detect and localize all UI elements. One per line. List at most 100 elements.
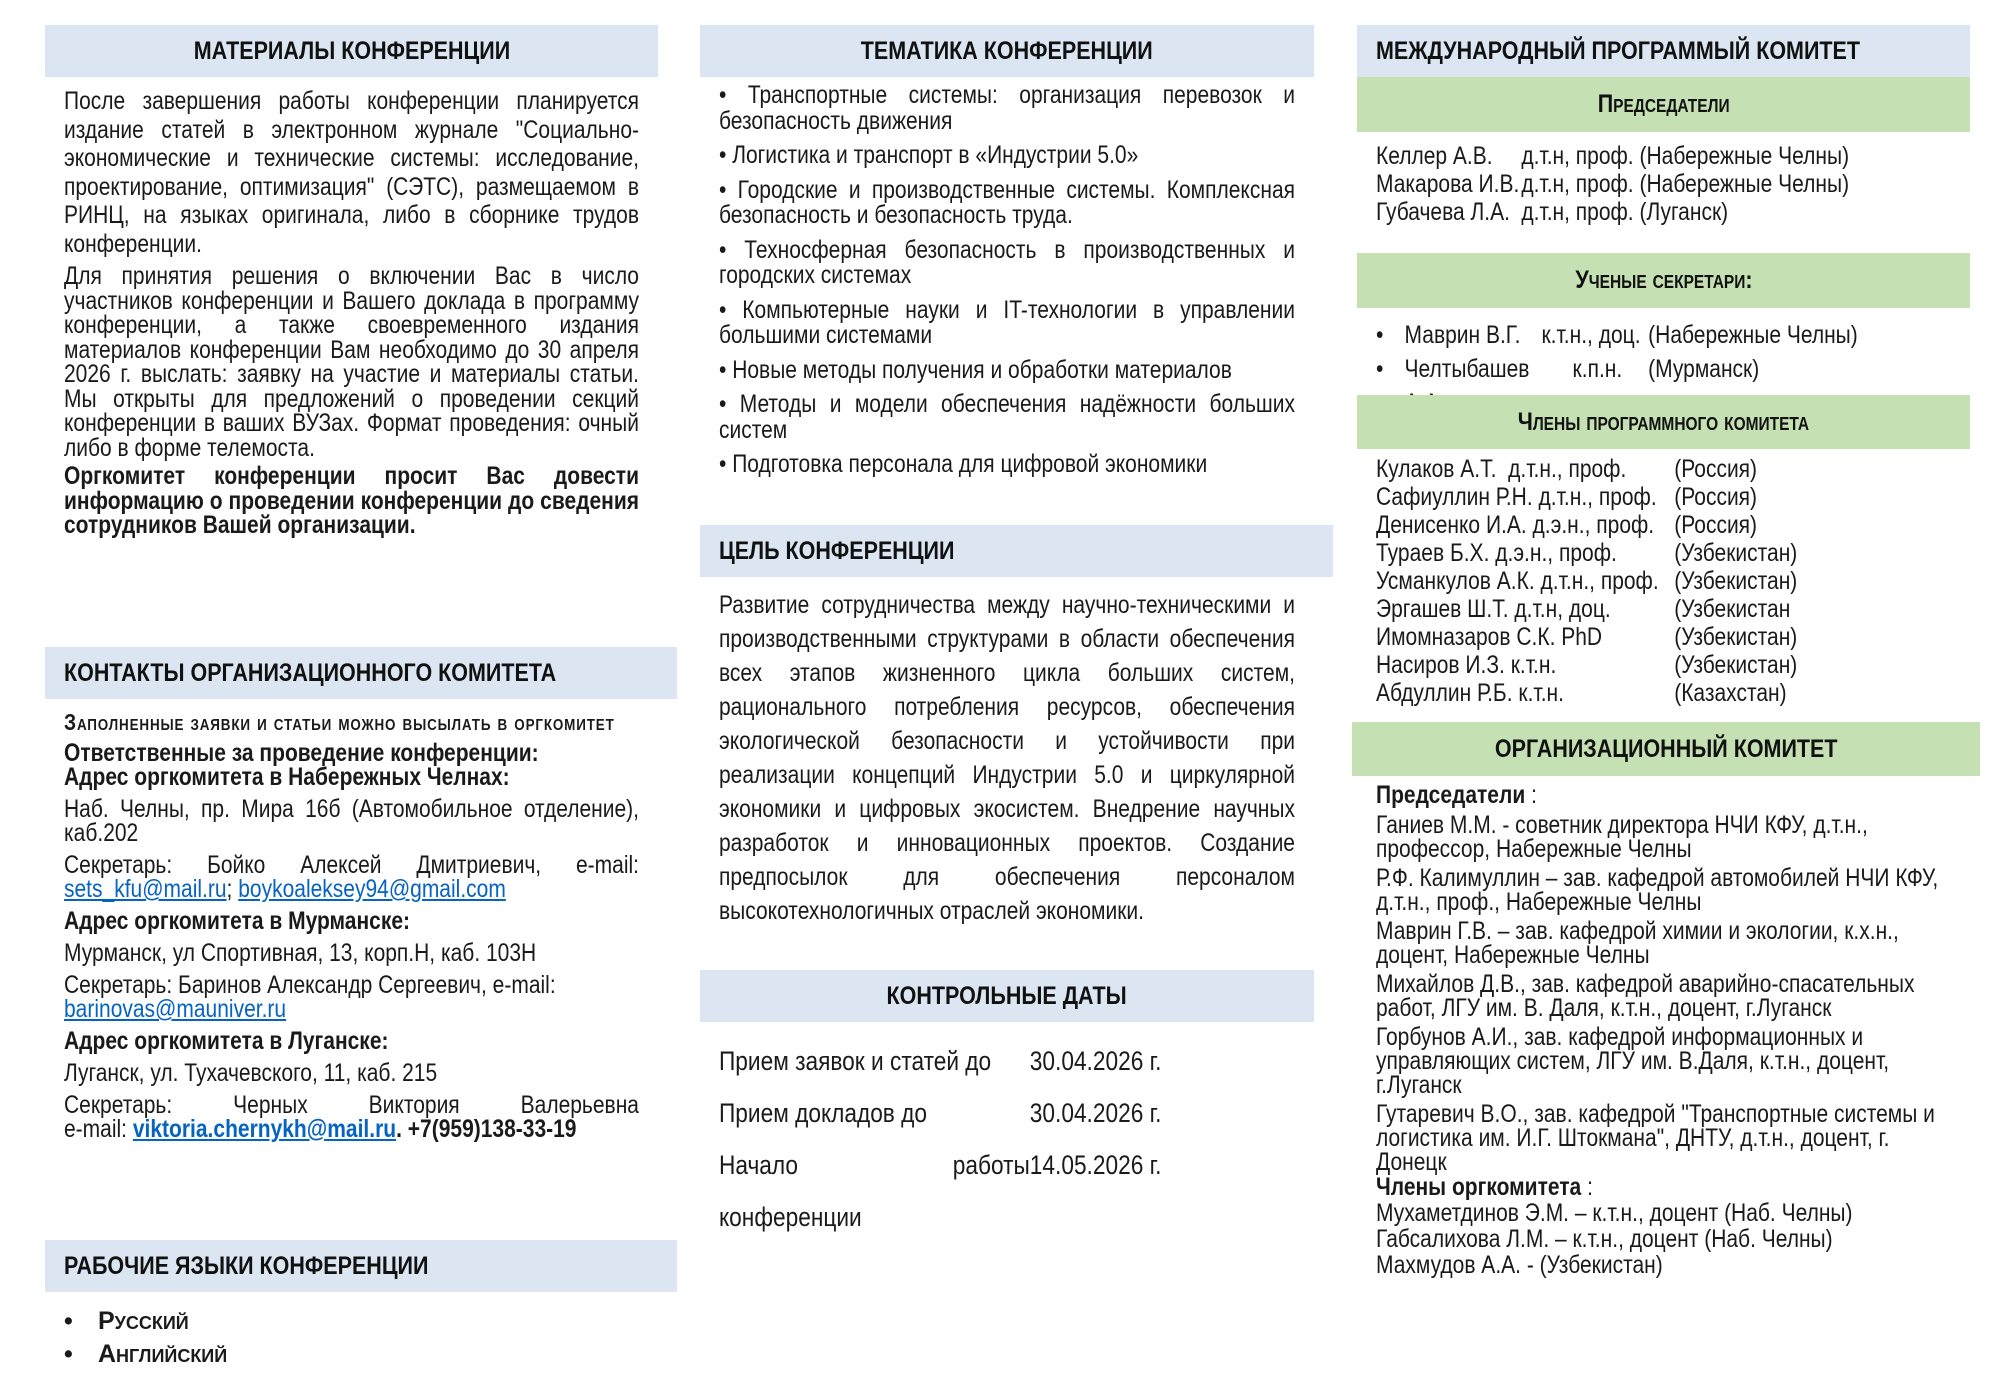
- pc-member-name: Кулаков А.Т. д.т.н., проф.: [1376, 455, 1627, 483]
- contacts-intro: Заполненные заявки и статьи можно высыла…: [64, 709, 615, 735]
- lugansk-address-heading: Адрес оргкомитета в Луганске:: [64, 1027, 389, 1055]
- bullet-icon: •: [719, 390, 740, 418]
- date-value: 30.04.2026 г.: [1029, 1098, 1162, 1128]
- column-left: МАТЕРИАЛЫ КОНФЕРЕНЦИИ После завершения р…: [45, 25, 677, 1371]
- pc-member-country: (Россия): [1674, 455, 1758, 483]
- topic-item: • Компьютерные науки и IT-технологии в у…: [719, 295, 1296, 349]
- bullet-icon: •: [719, 175, 738, 204]
- org-committee-list: Председатели : Ганиев М.М. - советник ди…: [1376, 782, 1951, 1278]
- bullet-icon: •: [719, 295, 743, 324]
- lugansk-email-link[interactable]: viktoria.chernykh@mail.ru: [132, 1115, 397, 1143]
- pc-member-row: Денисенко И.А. д.э.н., проф. (Россия): [1376, 511, 1951, 539]
- topics-header: ТЕМАТИКА КОНФЕРЕНЦИИ: [700, 25, 1314, 77]
- topic-item: • Городские и производственные системы. …: [719, 175, 1295, 229]
- pc-member-country: (Россия): [1674, 483, 1758, 511]
- pc-member-country: (Узбекистан: [1674, 595, 1791, 623]
- materials-header: МАТЕРИАЛЫ КОНФЕРЕНЦИИ: [45, 25, 658, 77]
- murmansk-address: Мурманск, ул Спортивная, 13, корп.Н, каб…: [64, 939, 537, 967]
- date-value: 30.04.2026 г.: [1029, 1046, 1162, 1076]
- bullet-icon: •: [719, 450, 733, 478]
- pc-members-header: Члены программного комитета: [1357, 395, 1970, 449]
- murmansk-address-heading: Адрес оргкомитета в Мурманске:: [64, 907, 411, 935]
- date-row: Прием заявок и статей до 30.04.2026 г.: [719, 1035, 1295, 1087]
- goal-text: Развитие сотрудничества между научно-тех…: [719, 591, 1295, 925]
- materials-paragraph-2: Для принятия решения о включении Вас в ч…: [64, 262, 639, 462]
- pc-member-row: Насиров И.З. к.т.н. (Узбекистан): [1376, 651, 1951, 679]
- language-item: Английский: [64, 1338, 227, 1371]
- dates-header: КОНТРОЛЬНЫЕ ДАТЫ: [700, 970, 1314, 1022]
- pc-chair-info: д.т.н, проф. (Набережные Челны): [1521, 170, 1850, 198]
- org-chair-item: Горбунов А.И., зав. кафедрой информацион…: [1376, 1023, 1890, 1099]
- chelny-address-heading: Адрес оргкомитета в Набережных Челнах:: [64, 763, 510, 791]
- date-value: 14.05.2026 г.: [1029, 1150, 1162, 1180]
- pc-member-name: Сафиуллин Р.Н. д.т.н., проф.: [1376, 483, 1657, 511]
- date-label: Прием заявок и статей до: [719, 1046, 992, 1076]
- chelny-email-link-1[interactable]: sets_kfu@mail.ru: [64, 875, 227, 903]
- topic-item: • Методы и модели обеспечения надёжности…: [719, 390, 1295, 444]
- org-member-item: Габсалихова Л.М. – к.т.н., доцент (Наб. …: [1376, 1225, 1833, 1253]
- pc-chair-info: д.т.н, проф. (Набережные Челны): [1521, 142, 1850, 170]
- topic-item: • Техносферная безопасность в производст…: [719, 235, 1295, 289]
- pc-member-row: Эргашев Ш.Т. д.т.н, доц. (Узбекистан: [1376, 595, 1951, 623]
- pc-member-row: Тураев Б.Х. д.э.н., проф. (Узбекистан): [1376, 539, 1951, 567]
- column-middle: ТЕМАТИКА КОНФЕРЕНЦИИ • Транспортные сист…: [700, 25, 1333, 1232]
- pc-member-country: (Узбекистан): [1674, 567, 1798, 595]
- pc-chair-name: Губачева Л.А.: [1376, 198, 1510, 226]
- date-row: Начало работы конференции 14.05.2026 г.: [719, 1139, 1295, 1232]
- lugansk-phone: . +7(959)138-33-19: [396, 1115, 577, 1143]
- pc-chair-row: Губачева Л.А. д.т.н, проф. (Луганск): [1376, 198, 1951, 226]
- murmansk-email-link[interactable]: barinovas@mauniver.ru: [64, 995, 287, 1023]
- bullet-icon: •: [719, 81, 748, 109]
- org-chair-item: Михайлов Д.В., зав. кафедрой аварийно-сп…: [1376, 970, 1915, 1022]
- responsible-heading: Ответственные за проведение конференции:: [64, 739, 539, 767]
- pc-secretaries-list: • Маврин В.Г. к.т.н., доц. (Набережные Челн…: [1376, 318, 1951, 420]
- topic-item: • Новые методы получения и обработки мат…: [719, 355, 1232, 384]
- date-label: Прием докладов до: [719, 1098, 928, 1128]
- pc-member-country: (Узбекистан): [1674, 623, 1798, 651]
- date-row: Прием докладов до 30.04.2026 г.: [719, 1087, 1295, 1139]
- language-item: Русский: [64, 1305, 227, 1338]
- org-member-item: Мухаметдинов Э.М. – к.т.н., доцент (Наб.…: [1376, 1199, 1853, 1227]
- org-members-label: Члены оргкомитета :: [1376, 1173, 1593, 1201]
- materials-text: После завершения работы конференции план…: [64, 87, 639, 538]
- org-chair-item: Ганиев М.М. - советник директора НЧИ КФУ…: [1376, 811, 1868, 863]
- pc-chairs-list: Келлер А.В. д.т.н, проф. (Набережные Челн…: [1376, 142, 1951, 226]
- pc-secretary-city: (Мурманск): [1648, 355, 1760, 383]
- org-chair-item: Гутаревич В.О., зав. кафедрой "Транспорт…: [1376, 1100, 1935, 1176]
- pc-member-name: Насиров И.З. к.т.н.: [1376, 651, 1557, 679]
- pc-chairs-header: Председатели: [1357, 77, 1970, 132]
- pc-members-list: Кулаков А.Т. д.т.н., проф. (Россия) Сафиул…: [1376, 455, 1951, 707]
- bullet-icon: •: [719, 235, 745, 264]
- pc-chair-row: Келлер А.В. д.т.н, проф. (Набережные Челн…: [1376, 142, 1951, 170]
- pc-member-row: Сафиуллин Р.Н. д.т.н., проф. (Россия): [1376, 483, 1951, 511]
- chelny-secretary-text: Секретарь: Бойко Алексей Дмитриевич, e-m…: [64, 851, 639, 879]
- pc-chair-name: Келлер А.В.: [1376, 142, 1493, 170]
- bullet-icon: •: [1376, 355, 1384, 383]
- dates-list: Прием заявок и статей до 30.04.2026 г. При…: [700, 1035, 1314, 1232]
- column-right: МЕЖДУНАРОДНЫЙ ПРОГРАММЫЙ КОМИТЕТ Председ…: [1352, 25, 1980, 1278]
- org-chair-item: Р.Ф. Калимуллин – зав. кафедрой автомоби…: [1376, 864, 1939, 916]
- contacts-text: Заполненные заявки и статьи можно высыла…: [64, 708, 639, 1143]
- pc-member-name: Эргашев Ш.Т. д.т.н, доц.: [1376, 595, 1611, 623]
- pc-member-country: (Узбекистан): [1674, 539, 1798, 567]
- pc-member-country: (Казахстан): [1674, 679, 1787, 707]
- materials-paragraph-1: После завершения работы конференции план…: [64, 87, 639, 258]
- pc-chair-info: д.т.н, проф. (Луганск): [1521, 198, 1729, 226]
- pc-secretary-degree: к.п.н.: [1572, 355, 1623, 383]
- pc-member-name: Абдуллин Р.Б. к.т.н.: [1376, 679, 1564, 707]
- topics-list: • Транспортные системы: организация пере…: [719, 81, 1296, 478]
- bullet-icon: •: [719, 355, 733, 384]
- chelny-email-link-2[interactable]: boykoaleksey94@gmail.com: [238, 875, 506, 903]
- org-member-item: Махмудов А.А. - (Узбекистан): [1376, 1251, 1663, 1279]
- pc-member-row: Кулаков А.Т. д.т.н., проф. (Россия): [1376, 455, 1951, 483]
- chelny-secretary: Секретарь: Бойко Алексей Дмитриевич, e-m…: [64, 851, 639, 903]
- pc-member-row: Имомназаров С.К. PhD (Узбекистан): [1376, 623, 1951, 651]
- org-chair-item: Маврин Г.В. – зав. кафедрой химии и экол…: [1376, 917, 1899, 969]
- pc-secretary-city: (Набережные Челны): [1648, 321, 1858, 349]
- pc-member-country: (Узбекистан): [1674, 651, 1798, 679]
- pc-member-name: Тураев Б.Х. д.э.н., проф.: [1376, 539, 1617, 567]
- date-label: Начало работы конференции: [719, 1150, 1030, 1232]
- pc-member-name: Усманкулов А.К. д.т.н., проф.: [1376, 567, 1659, 595]
- chelny-address: Наб. Челны, пр. Мира 16б (Автомобильное …: [64, 795, 639, 847]
- contacts-header: КОНТАКТЫ ОРГАНИЗАЦИОННОГО КОМИТЕТА: [45, 647, 677, 699]
